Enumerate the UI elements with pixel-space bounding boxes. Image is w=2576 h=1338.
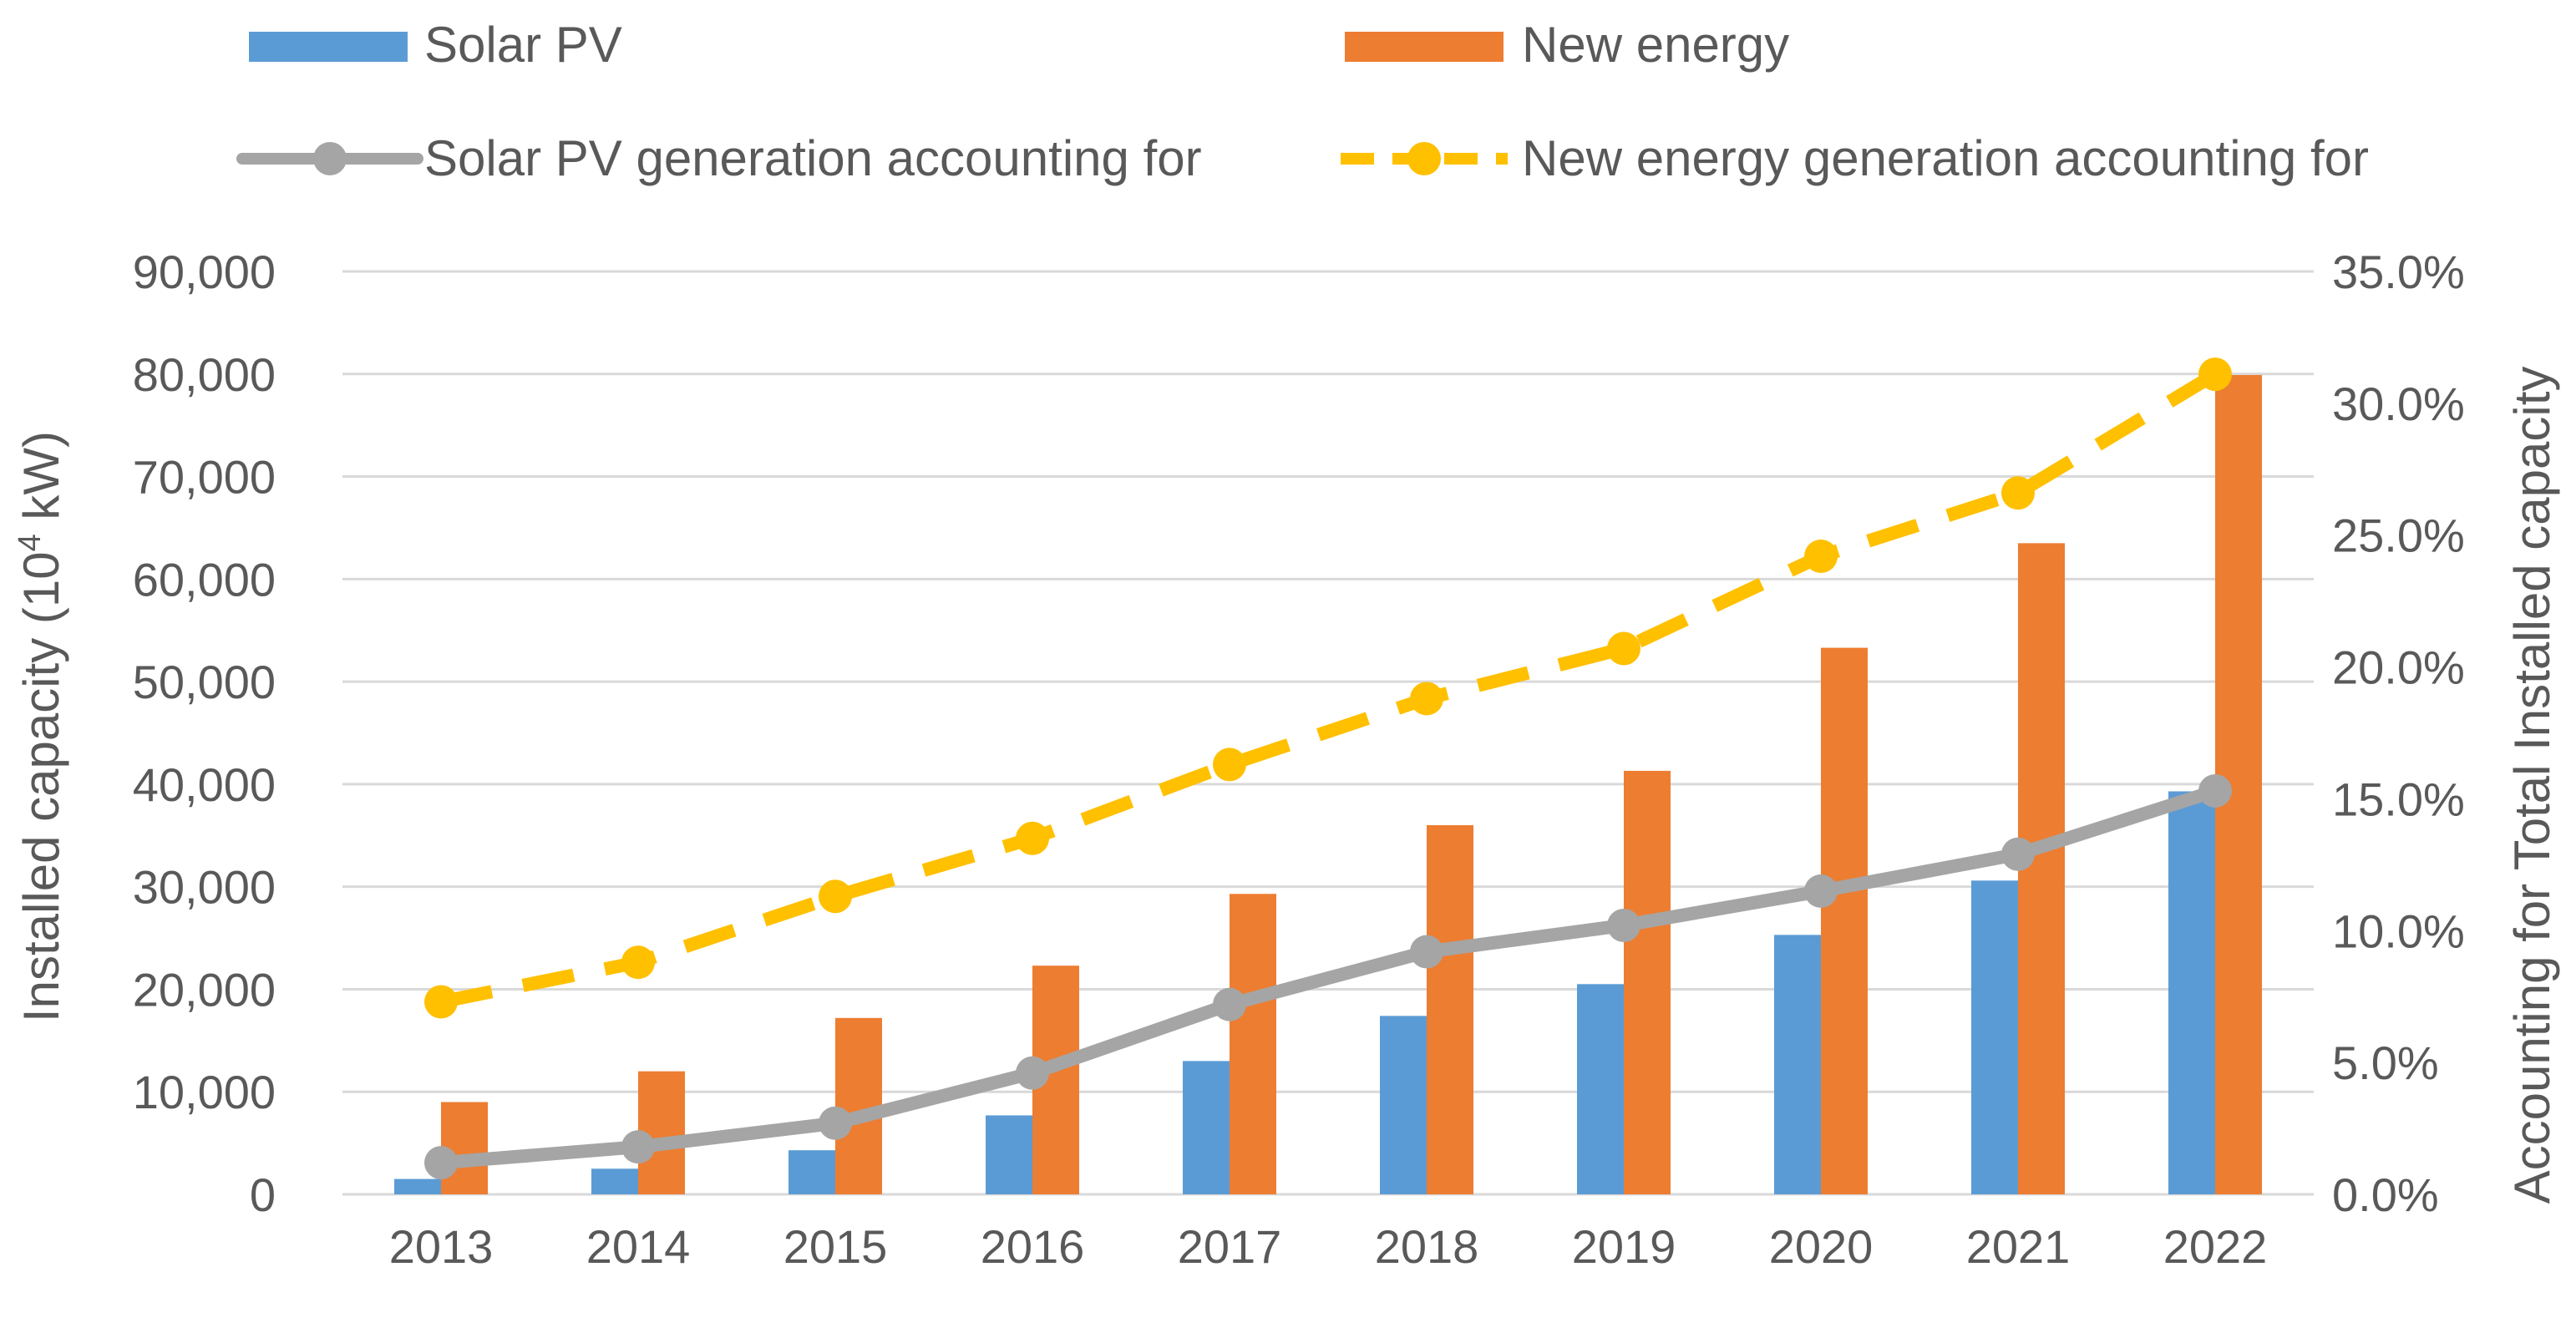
y-left-tick-label: 10,000	[133, 1066, 276, 1118]
bar-solar-pv	[789, 1150, 835, 1194]
y-axis-left-title-sup: 4	[13, 534, 48, 551]
point-new-energy-generation-accounting-for	[1213, 748, 1246, 782]
y-right-tick-label: 20.0%	[2332, 641, 2465, 694]
line-solar-pv-generation-accounting-for	[434, 783, 2222, 1170]
y-left-tick-label: 80,000	[133, 348, 276, 401]
y-left-tick-label: 40,000	[133, 758, 276, 811]
bars	[394, 375, 2262, 1194]
point-solar-pv-generation-accounting-for	[621, 1130, 655, 1164]
legend: Solar PV New energy Solar PV generation …	[236, 17, 2369, 186]
x-tick-label: 2020	[1769, 1220, 1874, 1273]
x-tick-label: 2016	[981, 1220, 1085, 1273]
lines	[424, 357, 2232, 1180]
point-solar-pv-generation-accounting-for	[1607, 908, 1640, 942]
point-new-energy-generation-accounting-for	[2198, 357, 2232, 392]
point-new-energy-generation-accounting-for	[819, 879, 852, 914]
legend-label-new-energy: New energy	[1522, 17, 1789, 73]
y-right-tick-label: 25.0%	[2332, 509, 2465, 562]
point-solar-pv-generation-accounting-for	[1804, 874, 1838, 908]
x-tick-label: 2021	[1966, 1220, 2071, 1273]
bar-new-energy	[1624, 770, 1671, 1194]
point-new-energy-generation-accounting-for	[1016, 821, 1049, 855]
legend-swatch-solar-pv	[249, 32, 408, 62]
legend-label-solar-pv: Solar PV	[424, 17, 622, 73]
legend-label-solar-pv-share: Solar PV generation accounting for	[424, 130, 1202, 186]
bar-solar-pv	[1971, 880, 2018, 1194]
bar-new-energy	[1230, 894, 1276, 1194]
y-left-tick-label: 60,000	[133, 553, 276, 606]
point-solar-pv-generation-accounting-for	[1213, 987, 1246, 1021]
y-right-tick-label: 5.0%	[2332, 1036, 2439, 1089]
bar-solar-pv	[986, 1115, 1032, 1194]
y-left-tick-label: 90,000	[133, 246, 276, 298]
y-right-tick-label: 35.0%	[2332, 246, 2465, 298]
point-solar-pv-generation-accounting-for	[819, 1106, 852, 1140]
bar-solar-pv	[1183, 1061, 1230, 1194]
y-right-tick-label: 0.0%	[2332, 1168, 2439, 1221]
bar-new-energy	[1427, 825, 1473, 1194]
y-left-tick-label: 0	[250, 1168, 276, 1221]
y-right-tick-label: 30.0%	[2332, 378, 2465, 430]
bar-new-energy	[1821, 647, 1868, 1194]
y-axis-right-title: Accounting for Total Installed capacity	[2504, 367, 2560, 1204]
y-axis-left-title: Installed capacity (104 kW)	[13, 431, 69, 1022]
y-axis-left: 0 10,000 20,000 30,000 40,000 50,000 60,000 70,…	[133, 246, 276, 1221]
y-axis-left-title-end: kW)	[13, 431, 69, 534]
legend-marker-new-energy-share	[1407, 142, 1441, 175]
bar-solar-pv	[2168, 791, 2215, 1194]
y-right-tick-label: 15.0%	[2332, 773, 2465, 825]
bar-new-energy	[835, 1017, 882, 1194]
point-new-energy-generation-accounting-for	[1410, 682, 1443, 716]
bar-solar-pv	[1577, 984, 1624, 1194]
x-axis: 2013 2014 2015 2016 2017 2018 2019 2020 2021 2022	[389, 1220, 2268, 1273]
point-solar-pv-generation-accounting-for	[2001, 837, 2035, 871]
legend-swatch-new-energy	[1345, 32, 1504, 62]
point-solar-pv-generation-accounting-for	[1016, 1056, 1049, 1090]
x-tick-label: 2014	[586, 1220, 691, 1273]
y-axis-right: 0.0% 5.0% 10.0% 15.0% 20.0% 25.0% 30.0% 35.0%	[2332, 246, 2465, 1221]
line-new-energy-generation-accounting-for	[439, 368, 2219, 1009]
legend-label-new-energy-share: New energy generation accounting for	[1522, 130, 2369, 186]
point-solar-pv-generation-accounting-for	[1410, 935, 1443, 969]
y-left-tick-label: 70,000	[133, 451, 276, 504]
point-new-energy-generation-accounting-for	[1804, 539, 1838, 573]
bar-solar-pv	[1774, 935, 1821, 1194]
point-new-energy-generation-accounting-for	[621, 945, 655, 980]
x-tick-label: 2015	[783, 1220, 888, 1273]
point-new-energy-generation-accounting-for	[424, 985, 458, 1019]
x-tick-label: 2022	[2163, 1220, 2268, 1273]
bar-solar-pv	[394, 1178, 441, 1194]
bar-solar-pv	[1380, 1016, 1427, 1194]
x-tick-label: 2019	[1572, 1220, 1676, 1273]
y-right-tick-label: 10.0%	[2332, 905, 2465, 957]
y-left-tick-label: 50,000	[133, 656, 276, 708]
point-solar-pv-generation-accounting-for	[2198, 773, 2232, 808]
x-tick-label: 2013	[389, 1220, 494, 1273]
point-new-energy-generation-accounting-for	[1607, 631, 1640, 666]
y-left-tick-label: 30,000	[133, 861, 276, 914]
x-tick-label: 2017	[1178, 1220, 1282, 1273]
point-solar-pv-generation-accounting-for	[424, 1146, 458, 1180]
y-left-tick-label: 20,000	[133, 963, 276, 1016]
x-tick-label: 2018	[1375, 1220, 1479, 1273]
bar-solar-pv	[591, 1168, 638, 1194]
y-axis-left-title-main: Installed capacity (10	[13, 551, 69, 1022]
legend-marker-solar-pv-share	[313, 142, 347, 175]
point-new-energy-generation-accounting-for	[2001, 476, 2035, 510]
